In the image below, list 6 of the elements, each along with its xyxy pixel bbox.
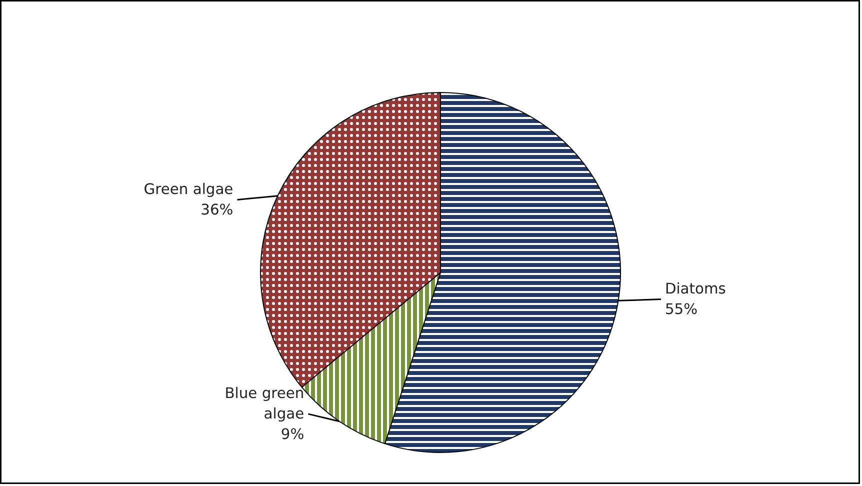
slice-label: Green algae [144, 180, 234, 198]
data-label: 9% [280, 426, 304, 443]
data-label: 36% [200, 201, 234, 218]
slice-label: Diatoms [664, 280, 726, 298]
data-label: 55% [664, 300, 698, 318]
slice-label: Blue green algae [224, 385, 304, 422]
